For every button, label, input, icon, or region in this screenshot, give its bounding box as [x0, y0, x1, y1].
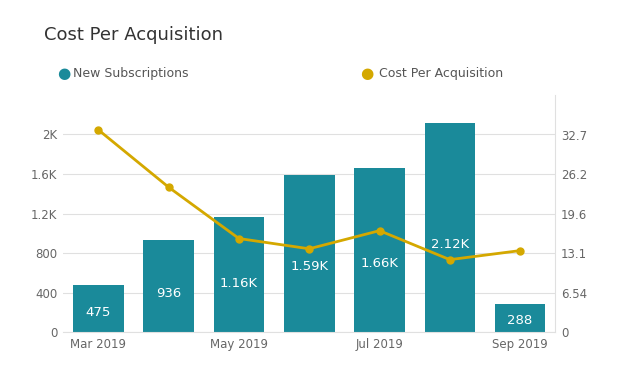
Bar — [284, 175, 334, 332]
Text: 475: 475 — [86, 306, 111, 319]
Bar — [143, 239, 194, 332]
Text: 1.59K: 1.59K — [290, 260, 328, 273]
Text: New Subscriptions: New Subscriptions — [73, 66, 188, 80]
Text: Cost Per Acquisition: Cost Per Acquisition — [44, 26, 223, 43]
Text: 1.16K: 1.16K — [220, 277, 258, 291]
Text: 2.12K: 2.12K — [431, 238, 469, 251]
Bar — [495, 304, 545, 332]
Text: 288: 288 — [507, 314, 533, 327]
Text: 1.66K: 1.66K — [360, 257, 399, 270]
Bar — [213, 218, 264, 332]
Text: 936: 936 — [156, 287, 181, 300]
Bar — [354, 168, 405, 332]
Bar — [425, 123, 475, 332]
Text: ●: ● — [57, 65, 70, 81]
Text: ●: ● — [360, 65, 373, 81]
Bar — [73, 285, 124, 332]
Text: Cost Per Acquisition: Cost Per Acquisition — [379, 66, 503, 80]
